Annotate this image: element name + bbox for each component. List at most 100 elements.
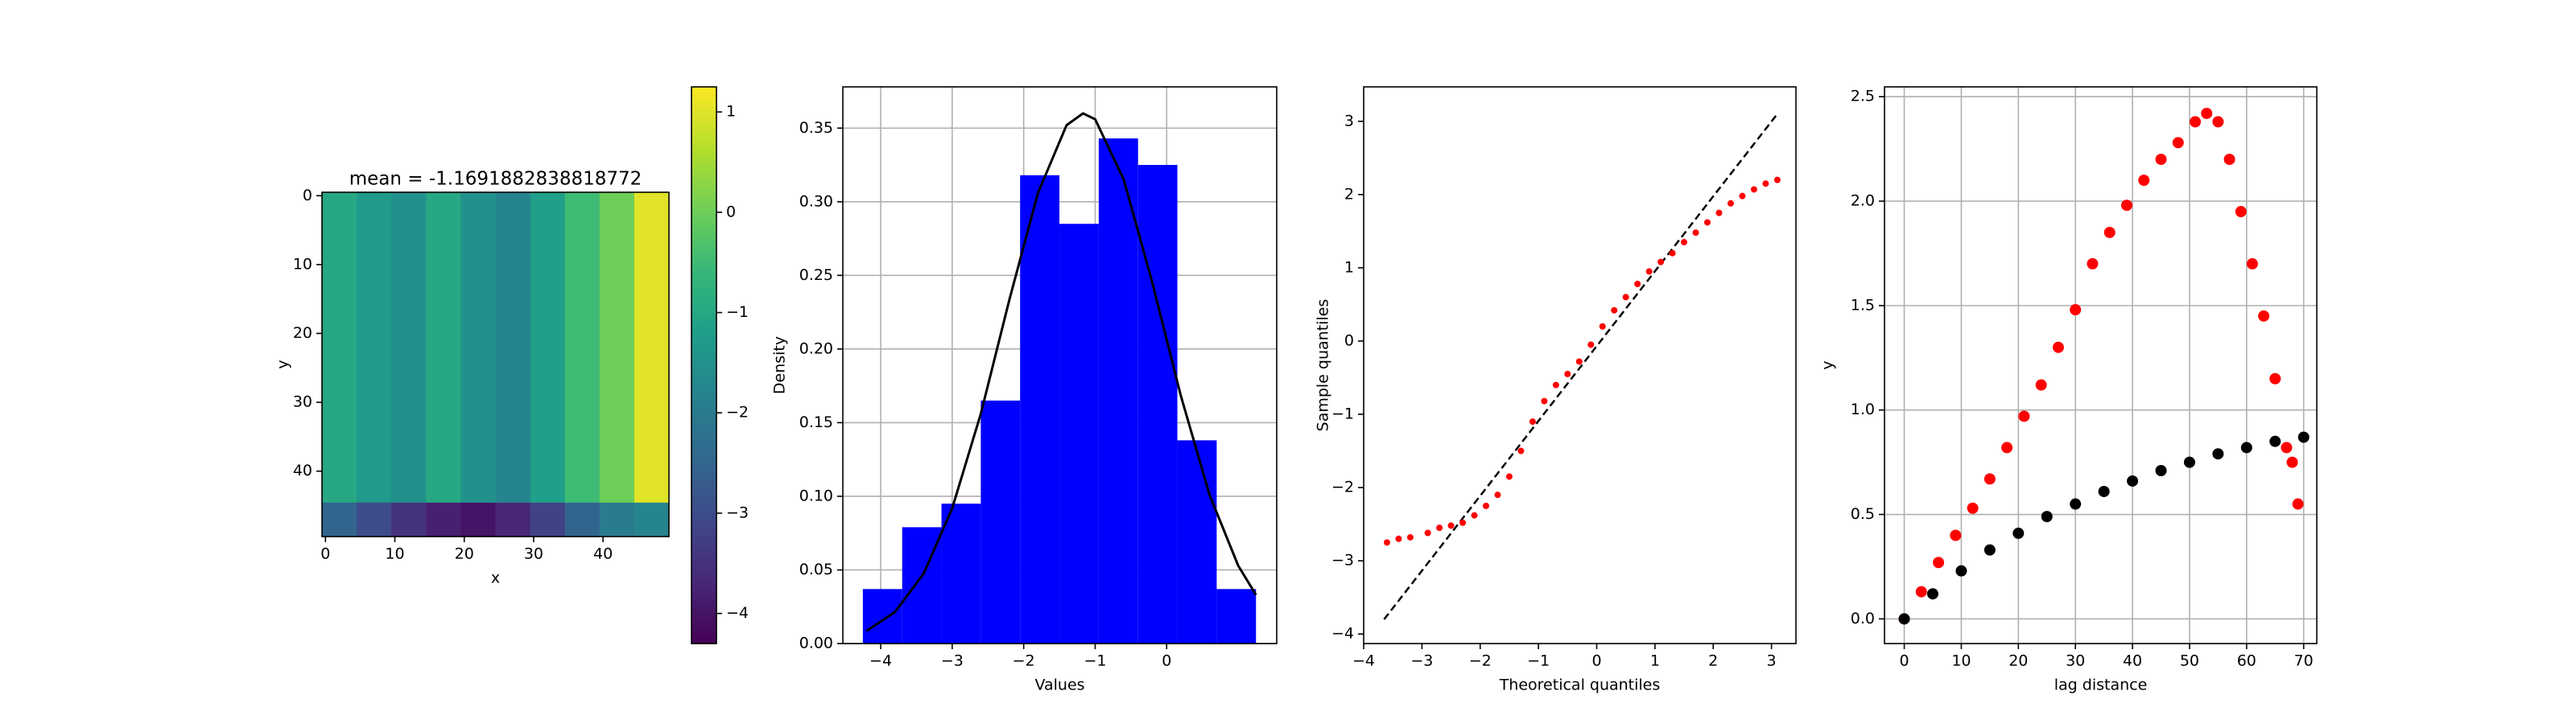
scatter-point bbox=[2212, 116, 2224, 128]
qq-point bbox=[1424, 529, 1431, 537]
histogram-bar bbox=[1098, 138, 1138, 644]
scatter-point bbox=[2201, 107, 2213, 119]
scatter-point bbox=[2155, 154, 2167, 166]
x-tick-label: 10 bbox=[1951, 652, 1971, 670]
scatter-point bbox=[2269, 435, 2281, 447]
scatter-point bbox=[2001, 442, 2013, 454]
scatter-point bbox=[2240, 442, 2252, 454]
qq-point bbox=[1459, 519, 1467, 526]
histogram-bar bbox=[980, 400, 1021, 644]
qq-point bbox=[1494, 492, 1501, 499]
x-tick-label: −4 bbox=[869, 652, 892, 670]
colorbar-tick-label: −1 bbox=[726, 303, 749, 321]
qq-point bbox=[1552, 381, 1559, 389]
scatter-point bbox=[2212, 448, 2224, 460]
qq-point bbox=[1739, 192, 1746, 200]
histogram-bar bbox=[1137, 165, 1178, 644]
qq-point bbox=[1773, 176, 1781, 183]
scatter-point bbox=[1898, 613, 1910, 625]
axes-frame bbox=[842, 86, 1278, 644]
colorbar bbox=[691, 86, 717, 644]
histogram-bar bbox=[1059, 224, 1099, 644]
qq-point bbox=[1395, 535, 1402, 542]
x-tick-label: 60 bbox=[2237, 652, 2256, 670]
scatter-point bbox=[2223, 154, 2235, 166]
qq-point bbox=[1703, 219, 1711, 226]
x-tick-label: 2 bbox=[1708, 652, 1718, 670]
scatter-point bbox=[2138, 175, 2150, 187]
qq-point bbox=[1505, 473, 1513, 480]
y-tick-label: 0 bbox=[1344, 331, 1354, 349]
qq-point bbox=[1529, 418, 1536, 426]
y-tick-label: −1 bbox=[1331, 405, 1354, 423]
qq-point bbox=[1517, 447, 1525, 455]
scatter-point bbox=[2120, 200, 2132, 212]
scatter-point bbox=[2013, 527, 2025, 539]
x-tick-label: 0 bbox=[1899, 652, 1909, 670]
heatmap-cell bbox=[634, 192, 670, 503]
chart-title: mean = -1.1691882838818772 bbox=[349, 169, 642, 190]
x-tick-label: −1 bbox=[1084, 652, 1106, 670]
y-axis-label: y bbox=[1819, 360, 1837, 369]
qq-point bbox=[1750, 186, 1757, 193]
y-tick-label: 3 bbox=[1344, 112, 1354, 130]
scatter-point bbox=[1984, 473, 1996, 485]
x-tick-label: 20 bbox=[2008, 652, 2028, 670]
scatter-point bbox=[2258, 310, 2270, 322]
density-curve bbox=[865, 112, 1257, 632]
x-tick-label: −1 bbox=[1527, 652, 1550, 670]
scatter-point bbox=[2070, 498, 2082, 510]
colorbar-tick-label: 0 bbox=[726, 203, 736, 220]
axes-frame bbox=[1884, 86, 2318, 644]
y-tick-label: 0.05 bbox=[799, 561, 833, 578]
scatter-point bbox=[1950, 529, 1962, 541]
y-axis-label: Sample quantiles bbox=[1315, 299, 1332, 432]
y-tick-label: 20 bbox=[293, 324, 312, 342]
y-tick-label: 2.5 bbox=[1851, 88, 1875, 105]
scatter-point bbox=[1984, 544, 1996, 556]
scatter-point bbox=[2190, 116, 2202, 128]
x-axis-label: Theoretical quantiles bbox=[1499, 677, 1661, 694]
qq-point bbox=[1383, 539, 1390, 546]
qq-point bbox=[1447, 522, 1455, 529]
colorbar-tick-label: −4 bbox=[726, 604, 749, 622]
scatter-point bbox=[2070, 304, 2082, 316]
y-tick-label: 40 bbox=[293, 462, 312, 479]
x-axis-label: lag distance bbox=[2054, 677, 2148, 694]
x-tick-label: −3 bbox=[941, 652, 964, 670]
heatmap-cell bbox=[564, 192, 601, 503]
scatter-point bbox=[2292, 498, 2304, 510]
x-tick-label: 1 bbox=[1650, 652, 1660, 670]
qq-point bbox=[1669, 249, 1676, 257]
x-tick-label: 30 bbox=[2066, 652, 2085, 670]
scatter-point bbox=[2041, 511, 2053, 523]
qq-point bbox=[1575, 358, 1583, 365]
qq-point bbox=[1715, 209, 1723, 216]
scatter-point bbox=[2052, 341, 2064, 353]
heatmap-cell bbox=[391, 192, 427, 503]
y-tick-label: −4 bbox=[1331, 625, 1354, 643]
y-tick-label: 0.15 bbox=[799, 413, 833, 431]
y-tick-label: 0.5 bbox=[1851, 505, 1875, 523]
x-tick-label: −2 bbox=[1469, 652, 1492, 670]
heatmap-cell bbox=[599, 192, 635, 503]
x-tick-label: 30 bbox=[524, 545, 543, 563]
heatmap-cell bbox=[322, 192, 357, 503]
heatmap-cell bbox=[530, 192, 566, 503]
axes-frame bbox=[1363, 86, 1797, 644]
y-axis-label: Density bbox=[771, 336, 789, 394]
y-tick-label: 0.0 bbox=[1851, 610, 1875, 627]
heatmap-cell bbox=[460, 192, 496, 503]
x-tick-label: −2 bbox=[1013, 652, 1035, 670]
x-axis-label: x bbox=[491, 570, 500, 587]
scatter-point bbox=[1933, 557, 1945, 569]
y-tick-label: 30 bbox=[293, 393, 312, 411]
x-tick-label: 50 bbox=[2180, 652, 2199, 670]
qq-point bbox=[1681, 239, 1688, 246]
scatter-point bbox=[2269, 372, 2281, 385]
qq-point bbox=[1482, 502, 1489, 509]
scatter-point bbox=[1915, 586, 1927, 598]
qq-point bbox=[1599, 323, 1606, 330]
qq-point bbox=[1564, 370, 1571, 377]
qq-point bbox=[1436, 524, 1443, 532]
